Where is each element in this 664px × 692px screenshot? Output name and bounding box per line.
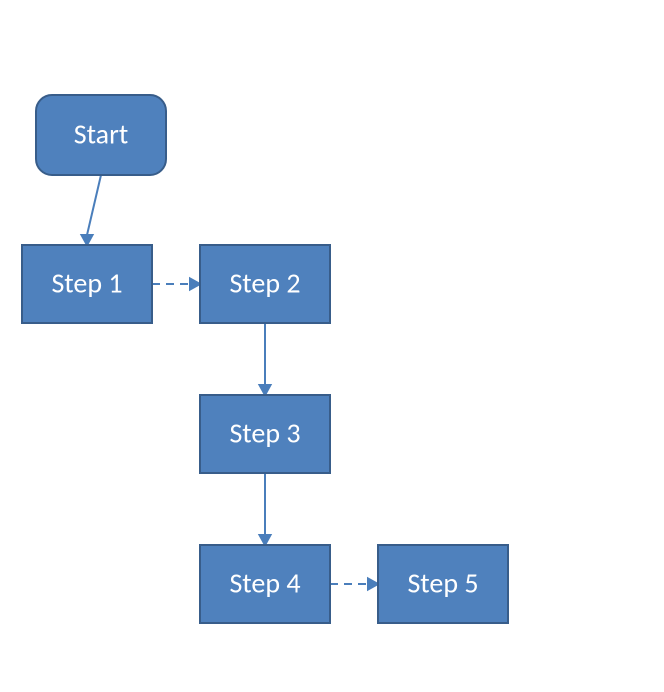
flowchart-canvas: Start Step 1 Step 2 Step 3 Step 4 Step 5 (0, 0, 664, 692)
arrowhead-icon (368, 579, 378, 590)
arrowhead-icon (260, 385, 271, 395)
node-label: Step 3 (229, 416, 300, 451)
node-label: Start (74, 117, 128, 152)
node-step4: Step 4 (200, 545, 330, 623)
node-label: Step 1 (51, 266, 122, 301)
arrowhead-icon (260, 535, 271, 545)
node-start: Start (36, 95, 166, 175)
arrowhead-icon (82, 235, 93, 245)
edge-start-step1 (87, 175, 101, 235)
node-label: Step 2 (229, 266, 300, 301)
node-label: Step 4 (229, 566, 300, 601)
node-label: Step 5 (407, 566, 478, 601)
node-step2: Step 2 (200, 245, 330, 323)
node-step5: Step 5 (378, 545, 508, 623)
arrowhead-icon (190, 279, 200, 290)
node-step1: Step 1 (22, 245, 152, 323)
node-step3: Step 3 (200, 395, 330, 473)
